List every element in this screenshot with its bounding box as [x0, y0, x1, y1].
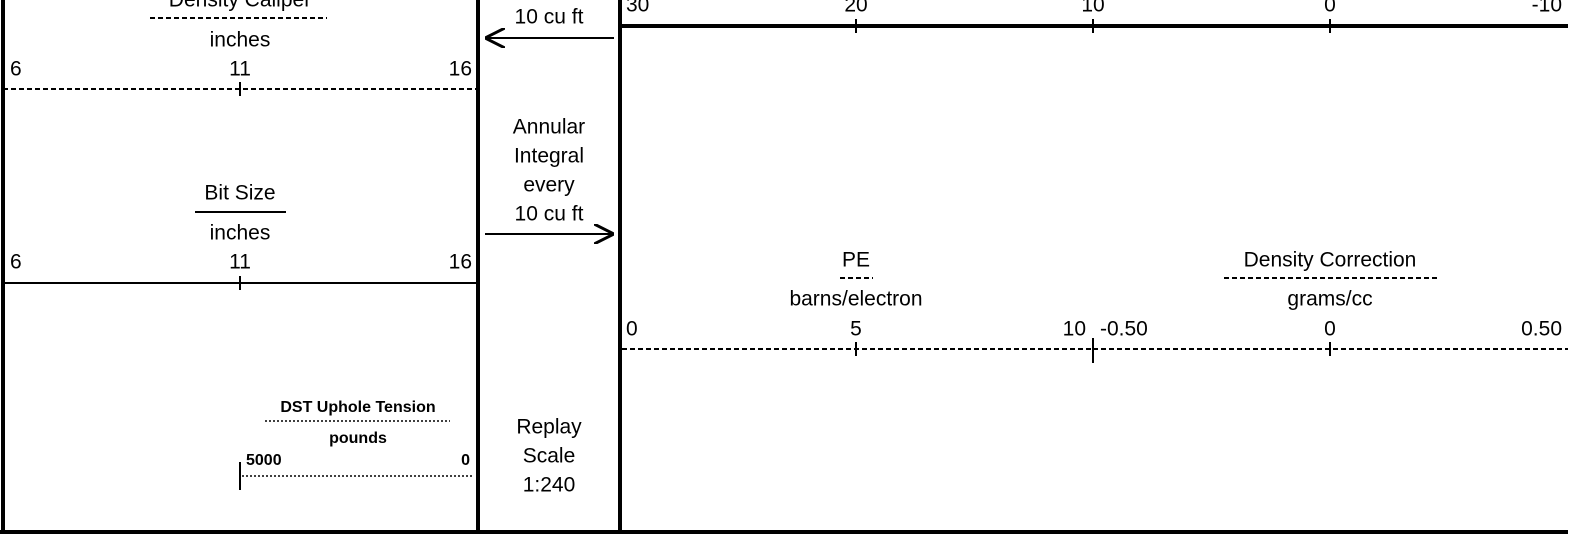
curve-title: PE — [842, 249, 870, 272]
scale-label: 11 — [229, 58, 251, 81]
scale-label: 11 — [229, 251, 251, 274]
replay-scale: Replay — [516, 416, 582, 439]
scale-label: 16 — [449, 251, 472, 274]
scale-label: 6 — [10, 58, 22, 81]
scale-label: 0 — [626, 318, 638, 341]
scale-label: 0 — [1324, 0, 1336, 17]
replay-scale: Scale — [523, 445, 576, 468]
curve-title: Density Caliper — [169, 0, 311, 12]
curve-unit: pounds — [329, 430, 387, 447]
track-label: every — [523, 174, 575, 197]
scale-label: 10 — [1081, 0, 1104, 17]
scale-label: 0.50 — [1521, 318, 1562, 341]
scale-label: 6 — [10, 251, 22, 274]
track-label: 10 cu ft — [515, 203, 584, 226]
curve-title: DST Uphole Tension — [280, 399, 435, 416]
scale-label: 20 — [844, 0, 867, 17]
track-label: Integral — [514, 145, 584, 168]
curve-unit: barns/electron — [789, 288, 922, 311]
curve-unit: inches — [210, 29, 271, 52]
scale-label: 16 — [449, 58, 472, 81]
scale-label: -0.50 — [1100, 318, 1148, 341]
track-label: Annular — [513, 116, 585, 139]
track-label: 10 cu ft — [515, 6, 584, 29]
curve-unit: grams/cc — [1287, 288, 1372, 311]
scale-label: 0 — [1324, 318, 1336, 341]
scale-label: 5000 — [246, 452, 282, 469]
replay-scale: 1:240 — [523, 474, 576, 497]
scale-label: 10 — [1063, 318, 1086, 341]
scale-label: -10 — [1532, 0, 1562, 17]
curve-unit: inches — [210, 222, 271, 245]
curve-title: Bit Size — [204, 182, 275, 205]
scale-label: 0 — [461, 452, 470, 469]
scale-label: 30 — [626, 0, 649, 17]
curve-title: Density Correction — [1244, 249, 1417, 272]
scale-label: 5 — [850, 318, 862, 341]
